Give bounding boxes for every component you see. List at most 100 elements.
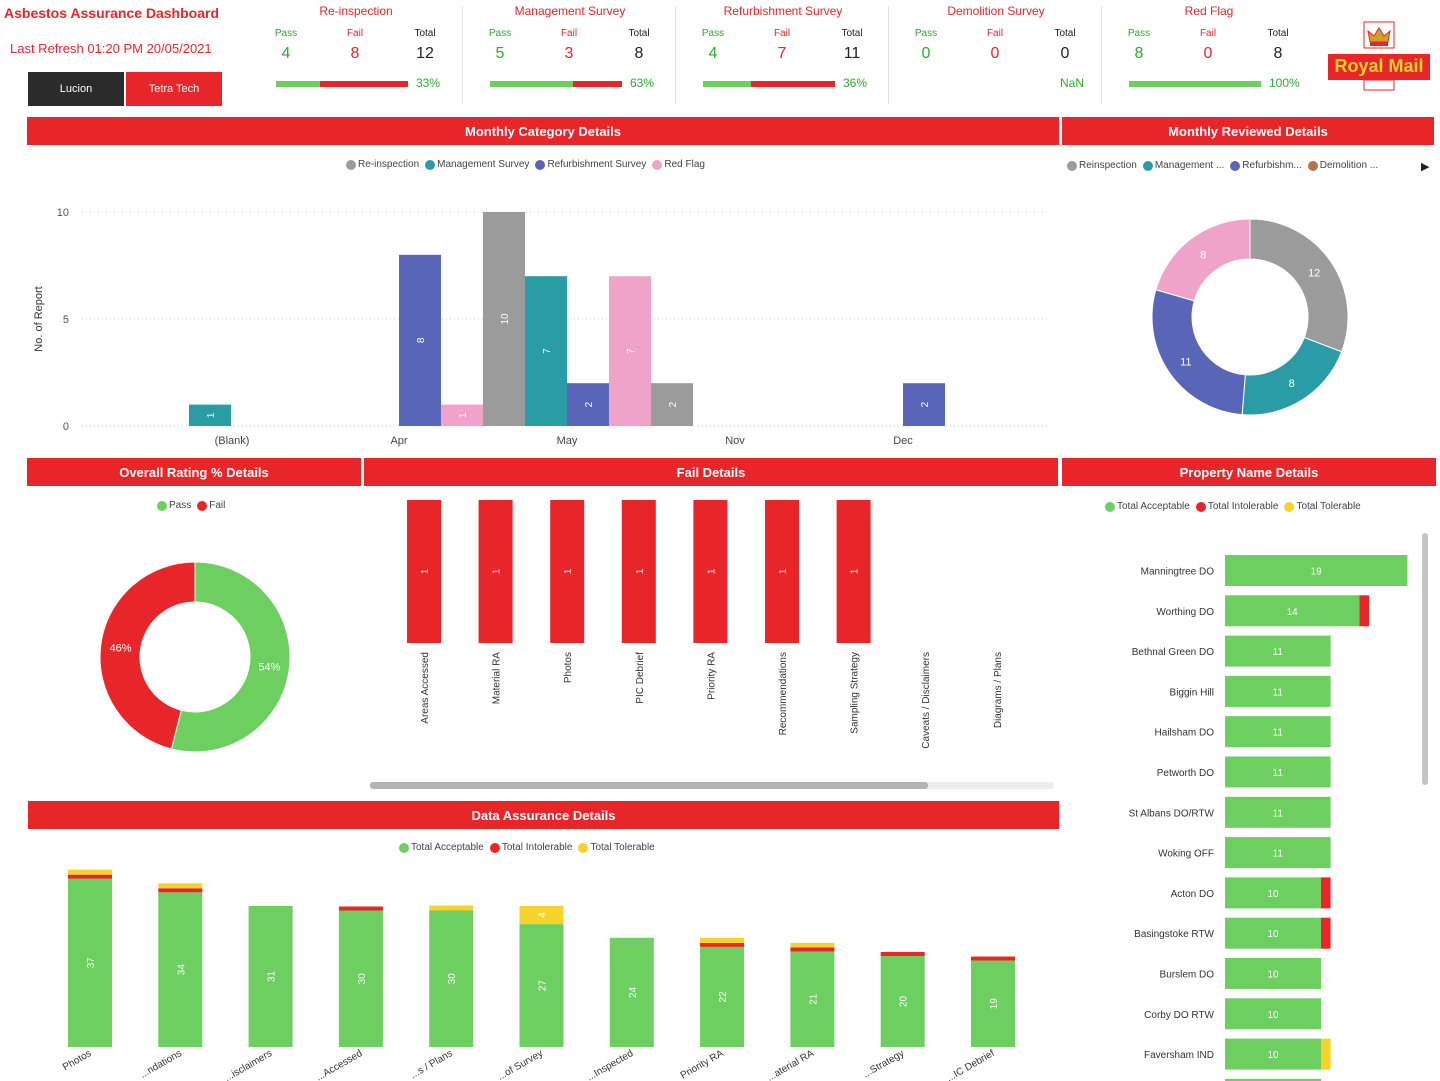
property-label: Basingstoke RTW [1134,929,1214,940]
overall-rating-legend: Pass Fail [157,500,231,511]
kpi-pass-value: 5 [495,45,505,62]
app-title: Asbestos Assurance Dashboard [4,5,219,21]
legend-dot-icon [346,159,356,170]
legend-item[interactable]: Total Acceptable [399,842,484,853]
property-bar-value: 10 [1267,1050,1279,1061]
assurance-acceptable-bar [519,924,564,1047]
assurance-category-label: ...s / Plans [409,1048,455,1081]
lucion-button[interactable]: Lucion [28,72,124,106]
property-label: Faversham IND [1144,1050,1214,1061]
vertical-scrollbar-thumb[interactable] [1422,533,1428,785]
legend-label: Total Acceptable [1117,501,1190,512]
legend-item[interactable]: Total Acceptable [1105,501,1190,512]
property-bar-value: 11 [1273,808,1284,819]
legend-item[interactable]: Refurbishment Survey [535,159,646,170]
kpi-pass-value: 4 [708,45,718,62]
assurance-bar-value: 21 [808,993,819,1005]
property-acceptable-bar [1225,716,1331,748]
monthly-category-legend: Re-inspection Management Survey Refurbishm… [346,159,711,170]
assurance-tolerable-bar [700,937,745,943]
legend-dot-icon [1195,501,1206,512]
legend-dot-icon [425,159,436,170]
assurance-bar-value: 27 [538,980,549,992]
fail-details-chart: 1 Areas Accessed 1 Material RA 1 Photos 1 PIC D… [370,500,1054,789]
legend-next-arrow-icon[interactable]: ▶ [1421,161,1430,173]
assurance-acceptable-bar [880,956,925,1047]
fail-bar [693,500,728,643]
legend-item[interactable]: Red Flag [652,159,705,170]
fail-bar-value: 1 [563,568,574,574]
x-tick-label: May [557,435,578,447]
legend-item[interactable]: Refurbishm... [1230,160,1302,171]
monthly-reviewed-header: Monthly Reviewed Details [1062,117,1434,145]
legend-label: Fail [209,500,226,511]
property-intolerable-bar [1321,877,1331,909]
property-acceptable-bar [1225,958,1321,989]
property-name-legend: Total Acceptable Total Intolerable Total T… [1105,501,1367,512]
kpi-title: Demolition Survey [947,4,1045,18]
assurance-category-label: ...of Survey [496,1048,545,1081]
legend-item[interactable]: Total Tolerable [578,842,655,853]
fail-bar-value: 1 [850,568,861,574]
bar-value-label: 7 [542,348,553,354]
property-acceptable-bar [1225,917,1321,949]
assurance-acceptable-bar [429,910,474,1047]
kpi-pass-value: 8 [1134,45,1144,62]
legend-label: Demolition ... [1319,160,1379,171]
assurance-bar-value: 24 [628,986,639,998]
monthly-category-chart: 0 5 10 No. of Report 1 8 1 10 7 2 7 2 2 (Blank) Apr May… [33,207,1049,447]
legend-item[interactable]: Total Tolerable [1284,501,1361,512]
fail-bar [407,500,441,643]
kpi-pass-bar [276,81,320,87]
legend-dot-icon [652,159,663,170]
legend-item[interactable]: Management Survey [425,159,529,170]
legend-item[interactable]: Total Intolerable [489,842,572,853]
legend-item[interactable]: Management ... [1142,160,1224,171]
property-bar-value: 19 [1311,567,1323,578]
assurance-category-label: ...Strategy [861,1048,906,1080]
assurance-acceptable-bar [700,946,745,1047]
legend-item[interactable]: Pass [157,500,191,511]
property-bar-value: 11 [1273,687,1284,698]
kpi-card: Re-inspection Pass Fail Total 4 8 12 33% [250,0,462,105]
donut-slice-label: 46% [110,643,132,655]
kpi-pass-value: 4 [281,45,291,62]
assurance-tolerable-bar [429,905,474,911]
legend-item[interactable]: Total Intolerable [1195,501,1278,512]
horizontal-scrollbar-thumb[interactable] [370,782,928,789]
assurance-acceptable-bar [609,937,654,1047]
fail-details-header: Fail Details [364,458,1058,486]
legend-item[interactable]: Reinspection [1067,160,1137,171]
legend-item[interactable]: Fail [197,500,225,511]
kpi-fail-label: Fail [560,28,578,39]
tetra-tech-button[interactable]: Tetra Tech [126,72,222,106]
fail-category-label: Sampling Strategy [850,652,861,734]
property-acceptable-bar [1225,1078,1321,1081]
legend-dot-icon [1142,160,1153,171]
legend-item[interactable]: Demolition ... [1307,160,1379,171]
donut-slice-label: 8 [1289,378,1295,390]
property-label: Manningtree DO [1141,567,1215,578]
legend-label: Total Acceptable [411,842,484,853]
legend-label: Total Tolerable [590,842,655,853]
legend-item[interactable]: Re-inspection [346,159,419,170]
assurance-category-label: Priority RA [679,1048,726,1081]
kpi-card: Red Flag Pass Fail Total 8 0 8 100% [1103,0,1315,105]
fail-bar [550,500,585,643]
kpi-title: Red Flag [1184,4,1234,18]
property-bar-value: 11 [1273,849,1284,860]
property-bar-value: 10 [1267,889,1279,900]
legend-dot-icon [1105,501,1115,512]
donut-slice-management [1241,336,1343,416]
assurance-intolerable-bar [68,874,112,879]
kpi-card: Refurbishment Survey Pass Fail Total 4 7 11 36% [677,0,889,105]
assurance-tolerable-bar [790,942,835,948]
fail-bar-value: 1 [635,568,646,574]
assurance-category-label: ...ndations [138,1048,183,1081]
kpi-divider [675,6,676,104]
property-acceptable-bar [1225,756,1331,788]
legend-dot-icon [1067,160,1077,171]
kpi-total-label: Total [414,28,436,39]
kpi-total-label: Total [1054,28,1076,39]
data-assurance-chart: 37 Photos 34 ...ndations 31 ...isclaimers 30..… [61,869,1015,1081]
